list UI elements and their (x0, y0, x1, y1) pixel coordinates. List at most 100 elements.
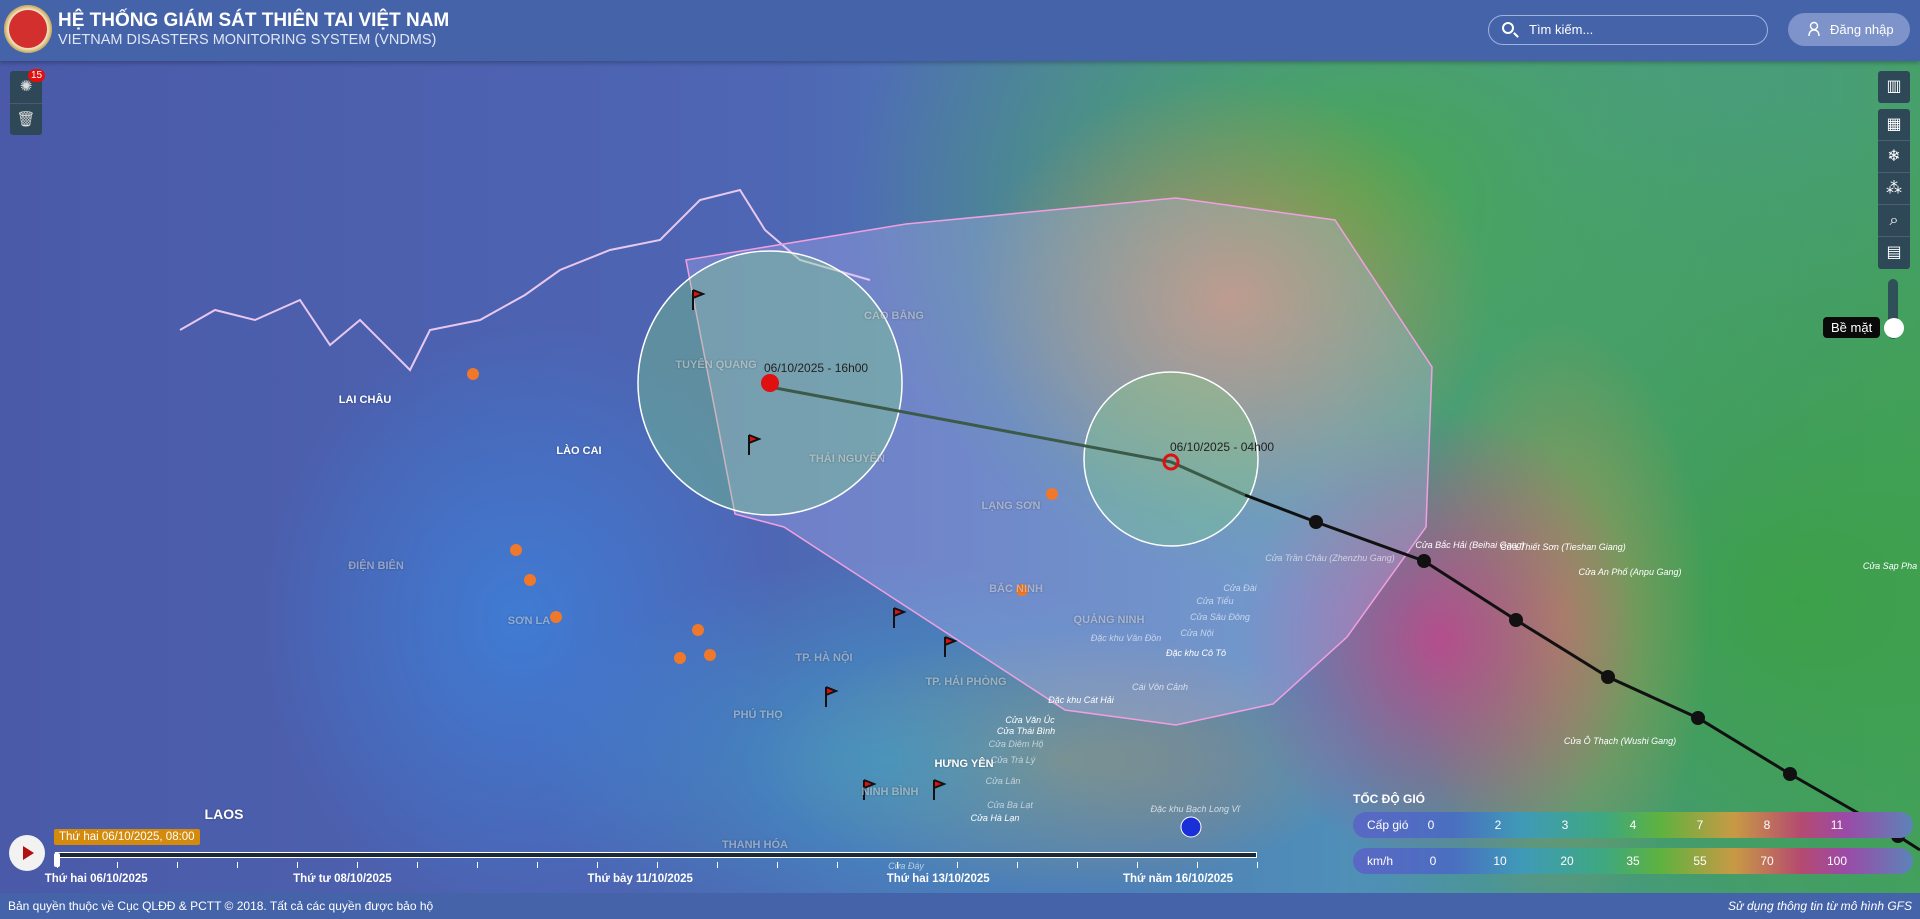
right-toolbar-basemap: ▥ (1878, 71, 1910, 103)
logo[interactable] (4, 5, 52, 53)
legend-value: 3 (1561, 818, 1569, 832)
app-subtitle: VIETNAM DISASTERS MONITORING SYSTEM (VND… (58, 32, 437, 48)
coast-label: Cửa Diêm Hộ (988, 739, 1044, 749)
border-line (179, 188, 871, 372)
forecast-track (769, 385, 1246, 497)
disaster-alert-button[interactable]: ✺ 15 (10, 69, 46, 103)
storm-current-icon[interactable] (1162, 453, 1180, 471)
network-button[interactable]: ⁂ (1878, 173, 1910, 205)
layer-level-slider[interactable] (1888, 279, 1898, 339)
user-icon (1808, 21, 1820, 37)
flag-icon[interactable] (748, 434, 762, 455)
storm-time-label: 06/10/2025 - 16h00 (764, 361, 869, 375)
timeline-tick (1077, 862, 1078, 868)
legend-value: 2 (1494, 818, 1502, 832)
network-icon: ⁂ (1886, 180, 1902, 197)
timeline-tick (237, 862, 238, 868)
rain-drop-icon[interactable] (1046, 488, 1058, 500)
coast-label: Cửa Bắc Hải (Beihai Gang) (1415, 540, 1525, 550)
place-label: TUYÊN QUANG (675, 359, 757, 371)
disaster-alert-icon: ✺ (19, 78, 33, 95)
clear-button[interactable]: 🗑 (10, 103, 42, 135)
storm-point (1509, 613, 1523, 627)
timeline-date: Thứ hai 13/10/2025 (886, 873, 990, 885)
footer: Bản quyền thuộc về Cục QLĐĐ & PCTT © 201… (0, 893, 1920, 919)
rain-drop-icon[interactable] (510, 544, 522, 556)
timeline-tick (117, 862, 118, 868)
place-label: CAO BẰNG (864, 310, 924, 322)
rain-drop-icon[interactable] (674, 652, 686, 664)
wind-speed-bar: km/h 0 10 20 35 55 70 100 (1353, 848, 1913, 874)
legend-title: TỐC ĐỘ GIÓ (1353, 792, 1425, 806)
legend-value: 0 (1429, 854, 1437, 868)
forecast-circle-04h (1083, 371, 1259, 547)
rain-drop-icon[interactable] (704, 649, 716, 661)
rain-drop-icon[interactable] (1016, 584, 1028, 596)
flag-icon[interactable] (944, 636, 958, 657)
place-label: TP. HẢI PHÒNG (925, 676, 1007, 688)
warning-flag-icon[interactable] (1180, 816, 1202, 838)
legend-value: 100 (1826, 854, 1848, 868)
timeline-handle[interactable] (54, 853, 60, 867)
coast-label: Cửa Trần Châu (Zhenzhu Gang) (1265, 553, 1395, 563)
place-label: TP. HÀ NỘI (795, 652, 853, 664)
timeline-tick (417, 862, 418, 868)
coast-label: Cửa Đài (1223, 583, 1257, 593)
place-label: LAI CHÂU (338, 394, 392, 406)
basemap-button[interactable]: ▥ (1878, 71, 1910, 103)
rain-drop-icon[interactable] (692, 624, 704, 636)
storm-forecast-marker-icon[interactable] (761, 374, 779, 392)
timeline-tick (177, 862, 178, 868)
timeline-tick (717, 862, 718, 868)
layer-level-label: Bề mặt (1823, 317, 1881, 338)
documents-button[interactable]: ▤ (1878, 237, 1910, 269)
layers-button[interactable]: ▦ (1878, 109, 1910, 141)
timeline-date: Thứ hai 06/10/2025 (44, 873, 148, 885)
coast-label: Cửa Tiểu (1196, 596, 1234, 606)
rain-drop-icon[interactable] (550, 611, 562, 623)
place-label: THANH HÓA (722, 839, 788, 851)
timeline-tick (477, 862, 478, 868)
coast-label: Cửa An Phố (Anpu Gang) (1578, 567, 1682, 577)
flag-icon[interactable] (692, 289, 706, 310)
place-label: BẮC NINH (989, 583, 1043, 595)
place-label: SƠN LA (507, 615, 551, 627)
coast-label: Cửa Sâu Đông (1190, 612, 1250, 622)
coast-label: Cửa Trà Lý (990, 755, 1036, 765)
place-label: NINH BÌNH (861, 786, 919, 798)
flag-icon[interactable] (893, 607, 907, 628)
rain-drop-icon[interactable] (467, 368, 479, 380)
storm-point (1783, 767, 1797, 781)
left-toolbar: ✺ 15 🗑 (10, 69, 46, 135)
timeline-tick (297, 862, 298, 868)
weather-button[interactable]: ❄ (1878, 141, 1910, 173)
location-search-button[interactable]: ⌕ (1878, 205, 1910, 237)
search-placeholder: Tìm kiếm... (1529, 22, 1594, 37)
search-input[interactable]: Tìm kiếm... (1488, 15, 1768, 45)
current-time-tooltip: Thứ hai 06/10/2025, 08:00 (54, 829, 200, 845)
coast-label: Cửa Ba Lạt (987, 800, 1033, 810)
login-button[interactable]: Đăng nhập (1788, 13, 1910, 46)
flag-icon[interactable] (825, 686, 839, 707)
layer-slider-thumb[interactable] (1884, 318, 1904, 338)
timeline-tick (777, 862, 778, 868)
coast-label: Cửa Văn Úc (1005, 715, 1055, 725)
coast-label: Đặc khu Cô Tô (1165, 648, 1227, 658)
flag-icon[interactable] (933, 779, 947, 800)
coast-label: Đặc khu Bạch Long Vĩ (1150, 804, 1240, 814)
coast-label: Cửa Đáy (888, 861, 924, 871)
timeline-tick (57, 862, 58, 868)
rain-markers (467, 368, 1058, 664)
coast-label: Đặc khu Vân Đồn (1090, 633, 1162, 643)
timeline-slider[interactable] (55, 852, 1257, 858)
coast-label: Cửa Nội (1180, 628, 1214, 638)
timeline-date: Thứ năm 16/10/2025 (1123, 873, 1233, 885)
play-button[interactable] (9, 835, 45, 871)
app-title: HỆ THỐNG GIÁM SÁT THIÊN TAI VIỆT NAM (58, 10, 450, 31)
rain-drop-icon[interactable] (524, 574, 536, 586)
flag-icon[interactable] (863, 779, 877, 800)
coast-label: Cửa Hà Lạn (970, 813, 1020, 823)
trash-icon: 🗑 (16, 111, 36, 128)
